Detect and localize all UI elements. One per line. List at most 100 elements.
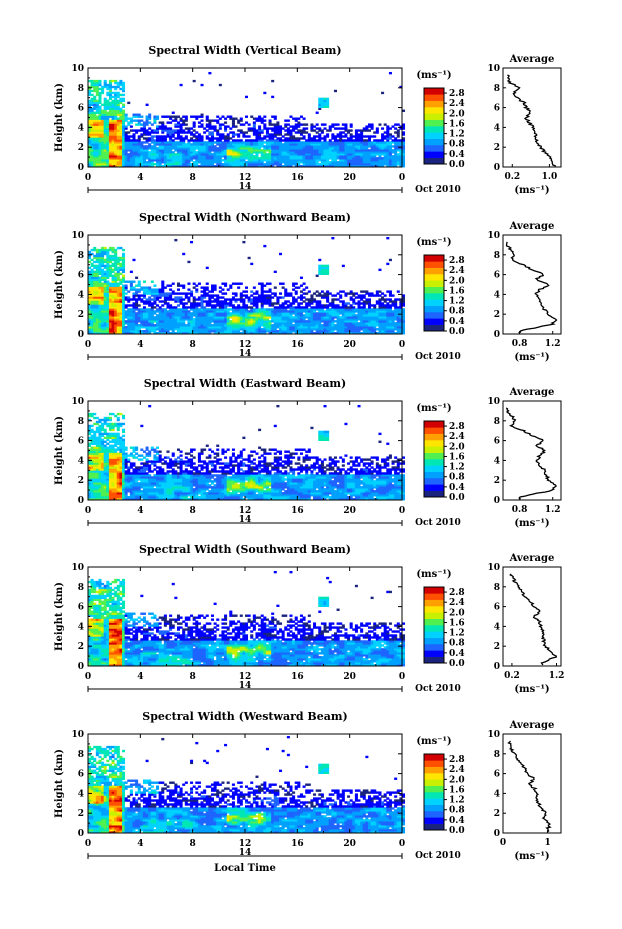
heatmap-cell — [153, 292, 157, 295]
heatmap-cell — [116, 260, 120, 264]
heatmap-cell — [122, 135, 126, 138]
heatmap-cell — [103, 284, 107, 287]
heatmap-cell — [153, 159, 157, 162]
heatmap-cell — [349, 324, 353, 327]
heatmap-cell — [231, 147, 235, 150]
heatmap-cell — [349, 157, 353, 160]
heatmap-cell — [328, 147, 332, 150]
heatmap-cell — [349, 322, 353, 325]
heatmap-cell — [328, 127, 332, 130]
heatmap-cell — [341, 159, 345, 162]
colorbar-tick-label: 0.8 — [449, 140, 465, 150]
heatmap-cell — [394, 157, 398, 160]
heatmap-cell — [273, 131, 277, 134]
heatmap-cell — [341, 310, 345, 313]
heatmap-cell — [124, 306, 128, 309]
heatmap-cell — [362, 139, 366, 142]
heatmap-cell — [142, 127, 146, 130]
heatmap-cell — [276, 300, 280, 303]
heatmap-cell — [150, 137, 154, 140]
heatmap-cell — [166, 318, 170, 321]
heatmap-cell — [292, 318, 296, 321]
heatmap-cell — [247, 314, 251, 317]
heatmap-cell — [247, 312, 251, 315]
heatmap-cell — [265, 330, 269, 333]
heatmap-cell — [98, 109, 102, 112]
heatmap-cell — [326, 141, 330, 144]
heatmap-cell — [252, 310, 256, 313]
heatmap-cell — [169, 129, 173, 132]
heatmap-cell — [122, 296, 126, 299]
heatmap-cell — [106, 143, 110, 146]
heatmap-cell — [265, 145, 269, 148]
heatmap-cell — [323, 101, 327, 105]
heatmap-cell — [153, 284, 157, 287]
heatmap-cell — [268, 135, 272, 138]
heatmap-cell — [388, 133, 392, 136]
heatmap-cell — [98, 163, 102, 166]
heatmap-cell — [260, 320, 264, 323]
heatmap-cell — [135, 294, 139, 297]
heatmap-cell — [182, 151, 186, 154]
heatmap-cell — [294, 318, 298, 321]
heatmap-cell — [95, 151, 99, 154]
heatmap-cell — [114, 79, 118, 83]
heatmap-cell — [252, 296, 256, 299]
heatmap-cell — [124, 328, 128, 331]
heatmap-cell — [197, 125, 201, 128]
heatmap-cell — [114, 163, 118, 166]
heatmap-cell — [378, 165, 382, 168]
heatmap-cell — [132, 330, 136, 333]
heatmap-cell — [226, 304, 230, 307]
heatmap-cell — [122, 276, 126, 279]
heatmap-cell — [111, 328, 115, 331]
heatmap-cell — [103, 310, 107, 313]
heatmap-cell — [169, 153, 173, 156]
heatmap-cell — [255, 292, 259, 295]
heatmap-cell — [166, 143, 170, 146]
heatmap-cell — [208, 127, 212, 130]
heatmap-cell — [103, 274, 107, 277]
heatmap-cell — [386, 163, 390, 166]
heatmap-cell — [103, 119, 107, 122]
heatmap-cell — [106, 133, 110, 136]
heatmap-cell — [200, 316, 204, 319]
heatmap-cell — [169, 155, 173, 158]
heatmap-cell — [315, 131, 319, 134]
heatmap-cell — [197, 302, 201, 305]
heatmap-cell — [273, 330, 277, 333]
heatmap-cell — [192, 133, 196, 136]
heatmap-cell — [106, 135, 110, 138]
heatmap-cell — [119, 304, 123, 307]
heatmap-cell — [286, 318, 290, 321]
heatmap-cell — [339, 328, 343, 331]
heatmap-cell — [258, 129, 262, 132]
heatmap-cell — [156, 318, 160, 321]
heatmap-cell — [297, 320, 301, 323]
heatmap-cell — [234, 330, 238, 333]
heatmap-cell — [239, 155, 243, 158]
heatmap-cell — [114, 310, 118, 313]
heatmap-cell — [221, 318, 225, 321]
heatmap-cell — [93, 282, 97, 285]
heatmap-cell — [203, 292, 207, 295]
heatmap-cell — [163, 137, 167, 140]
heatmap-cell — [145, 310, 149, 313]
heatmap-cell — [190, 314, 194, 317]
heatmap-cell — [135, 155, 139, 158]
heatmap-cell — [190, 318, 194, 321]
heatmap-cell — [111, 99, 115, 103]
heatmap-cell — [367, 125, 371, 128]
heatmap-cell — [297, 332, 301, 335]
heatmap-cell — [299, 324, 303, 327]
heatmap-cell — [98, 306, 102, 309]
heatmap-cell — [245, 296, 249, 299]
heatmap-cell — [95, 252, 99, 256]
heatmap-cell — [192, 165, 196, 168]
heatmap-cell — [333, 332, 337, 335]
heatmap-cell — [124, 161, 128, 164]
heatmap-cell — [299, 115, 303, 118]
heatmap-cell — [192, 123, 196, 126]
heatmap-cell — [179, 147, 183, 150]
heatmap-cell — [195, 157, 199, 160]
